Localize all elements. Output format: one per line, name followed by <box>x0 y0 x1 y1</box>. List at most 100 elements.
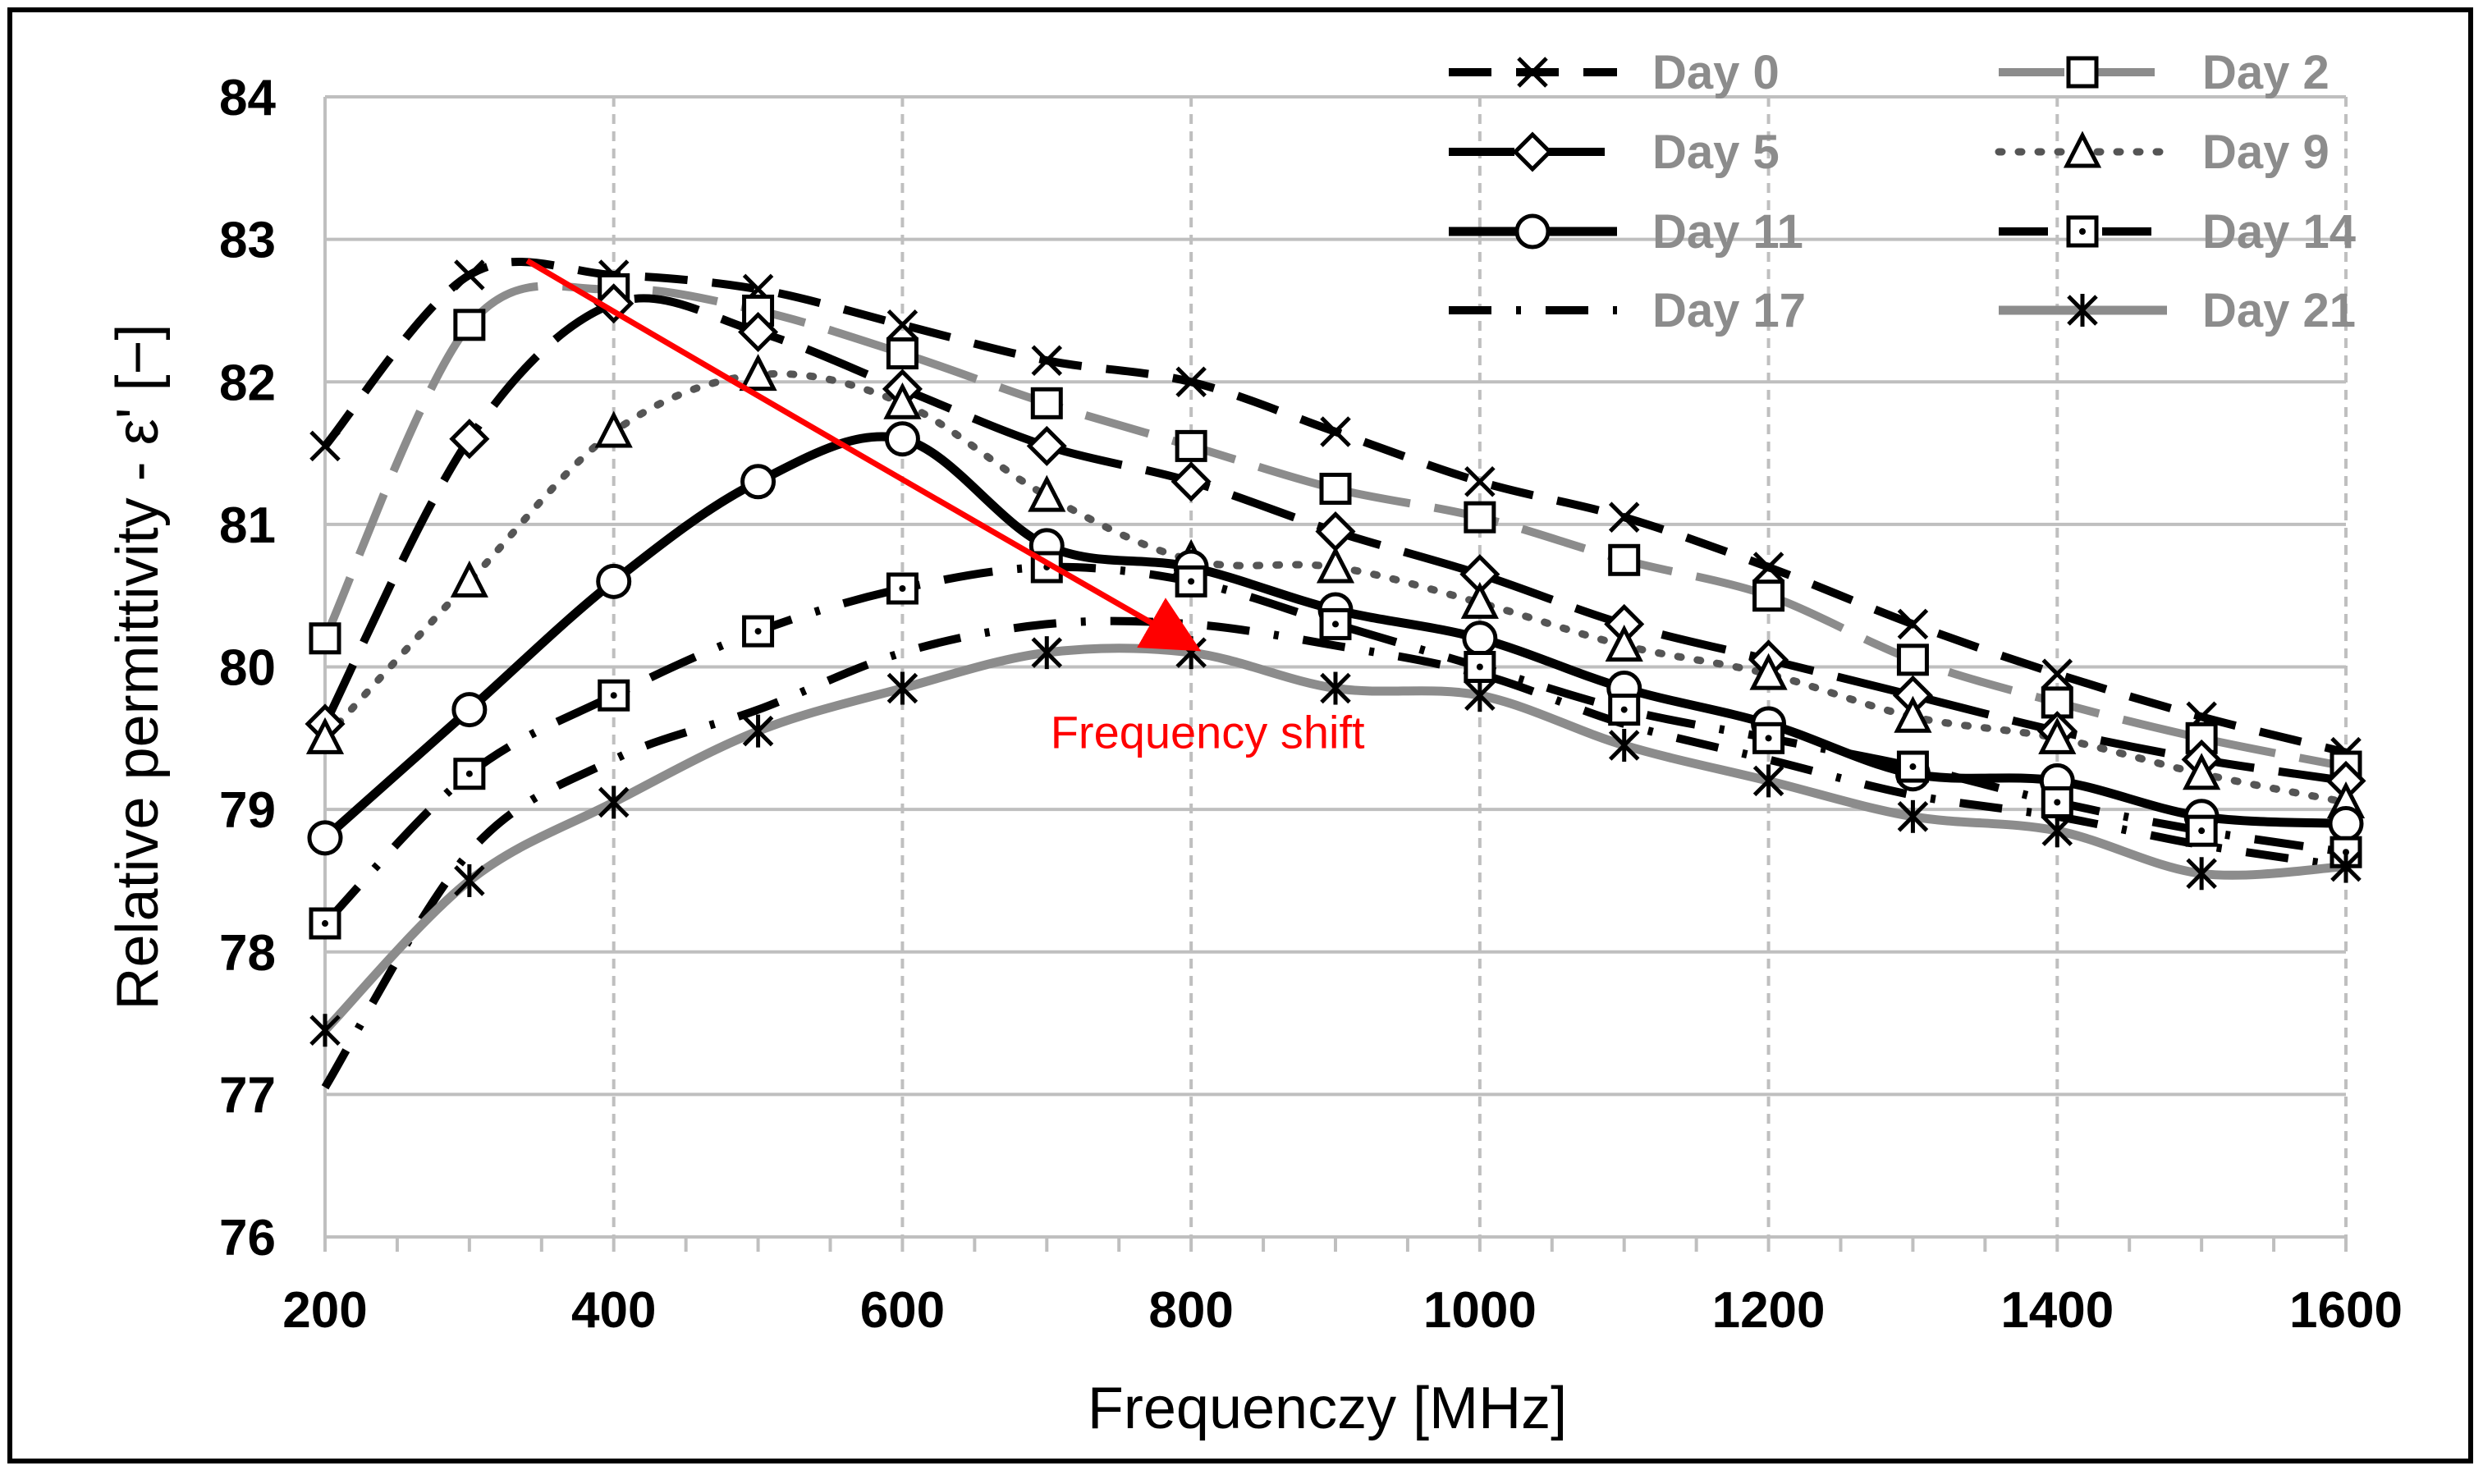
data-point-day-0 <box>1175 366 1207 398</box>
data-point-day-14 <box>598 679 630 712</box>
frequency-shift-label: Frequency shift <box>1051 706 1365 758</box>
series-line-day-21 <box>322 644 2347 1034</box>
data-point-day-21 <box>2186 857 2217 891</box>
data-point-day-11 <box>596 563 632 599</box>
x-tick-label: 200 <box>282 1282 367 1339</box>
y-tick-label: 84 <box>219 70 276 126</box>
series-line-day-17 <box>321 616 2347 1090</box>
data-point-day-14 <box>309 907 341 940</box>
data-point-day-9 <box>1605 624 1643 662</box>
data-point-day-14 <box>1464 651 1496 683</box>
x-tick-label: 600 <box>860 1282 945 1339</box>
legend-label: Day 11 <box>1652 205 1803 259</box>
data-point-day-9 <box>305 717 345 754</box>
legend-label: Day 2 <box>2202 46 2330 99</box>
x-axis-title: Frequenczy [MHz] <box>1088 1376 1567 1441</box>
data-point-day-11 <box>451 692 488 728</box>
x-tick-label: 1000 <box>1423 1282 1537 1339</box>
data-point-day-21 <box>1031 636 1063 670</box>
data-point-day-2 <box>1175 429 1207 462</box>
data-point-day-2 <box>886 337 919 370</box>
legend-item-day-9: Day 9 <box>1995 126 2330 179</box>
data-point-day-9 <box>1894 695 1932 733</box>
data-point-day-9 <box>2038 717 2077 754</box>
data-point-day-2 <box>2041 686 2073 719</box>
legend-marker <box>1517 57 1548 88</box>
data-point-day-2 <box>453 309 486 341</box>
data-point-day-21 <box>454 863 485 897</box>
x-tick-label: 400 <box>571 1282 656 1339</box>
series-line-day-0 <box>322 257 2348 757</box>
data-point-day-0 <box>1464 466 1496 497</box>
legend-label: Day 21 <box>2202 284 2356 337</box>
legend-marker <box>2063 131 2102 168</box>
legend-marker <box>2066 215 2099 248</box>
legend-label: Day 0 <box>1652 46 1780 99</box>
data-point-day-0 <box>1608 502 1640 533</box>
data-point-day-9 <box>450 560 488 598</box>
y-tick-label: 80 <box>219 640 276 697</box>
data-point-day-14 <box>742 615 775 648</box>
data-point-day-11 <box>307 820 343 856</box>
legend-marker <box>2067 294 2098 327</box>
y-tick-label: 78 <box>219 925 276 982</box>
data-point-day-14 <box>1319 607 1352 640</box>
y-tick-label: 82 <box>219 355 276 411</box>
data-point-day-14 <box>2041 786 2073 818</box>
data-point-day-2 <box>1030 387 1063 419</box>
data-point-day-21 <box>1608 728 1640 762</box>
data-point-day-0 <box>2041 658 2073 689</box>
y-tick-label: 79 <box>219 782 276 839</box>
data-point-day-21 <box>1320 671 1351 705</box>
data-point-day-21 <box>1897 799 1929 833</box>
y-tick-label: 81 <box>219 497 276 554</box>
data-point-day-9 <box>1316 546 1355 584</box>
data-point-day-0 <box>886 309 919 341</box>
legend-label: Day 5 <box>1652 126 1780 179</box>
data-point-day-9 <box>1749 653 1788 690</box>
data-point-day-9 <box>883 382 922 419</box>
legend-marker <box>1512 131 1553 172</box>
x-tick-label: 1400 <box>2000 1282 2114 1339</box>
data-point-day-21 <box>2330 850 2362 883</box>
y-axis-title: Relative permittivity - ε' [−] <box>105 323 171 1010</box>
data-point-day-2 <box>1608 543 1641 576</box>
data-point-day-0 <box>1320 416 1351 447</box>
x-tick-label: 800 <box>1148 1282 1233 1339</box>
data-point-day-5 <box>449 419 490 460</box>
data-point-day-5 <box>1026 425 1067 466</box>
data-point-day-2 <box>1896 644 1929 676</box>
frequency-shift-arrow <box>525 258 1202 652</box>
legend-marker <box>1514 213 1551 250</box>
legend-item-day-17: Day 17 <box>1449 284 1806 337</box>
data-point-day-21 <box>742 714 774 748</box>
data-point-day-14 <box>1608 694 1641 726</box>
data-point-day-0 <box>1897 608 1929 640</box>
data-point-day-5 <box>1170 461 1212 502</box>
data-point-day-14 <box>886 572 919 605</box>
data-point-day-5 <box>738 311 779 353</box>
legend: Day 0 Day 2 Day 5 Day 9 Day 11 Day 14 Day 17 Da… <box>1449 46 2356 337</box>
data-point-day-9 <box>739 354 777 392</box>
data-point-day-9 <box>1460 581 1499 619</box>
legend-label: Day 9 <box>2202 126 2330 179</box>
data-point-day-14 <box>1896 750 1929 783</box>
series-line-day-9 <box>321 369 2350 806</box>
data-point-day-11 <box>2328 805 2364 841</box>
series-lines <box>321 257 2350 1090</box>
data-point-day-0 <box>1031 345 1063 376</box>
data-point-day-5 <box>593 283 634 324</box>
data-point-day-21 <box>2041 814 2073 848</box>
x-tick-label: 1200 <box>1712 1282 1826 1339</box>
legend-item-day-5: Day 5 <box>1449 126 1780 179</box>
series-markers <box>305 259 2366 1047</box>
data-point-day-2 <box>1464 501 1496 534</box>
data-point-day-21 <box>309 1014 341 1047</box>
legend-label: Day 17 <box>1652 284 1806 337</box>
legend-item-day-14: Day 14 <box>1999 205 2356 259</box>
data-point-day-14 <box>2185 814 2218 847</box>
data-point-day-21 <box>1752 764 1784 798</box>
data-point-day-0 <box>1752 552 1784 583</box>
